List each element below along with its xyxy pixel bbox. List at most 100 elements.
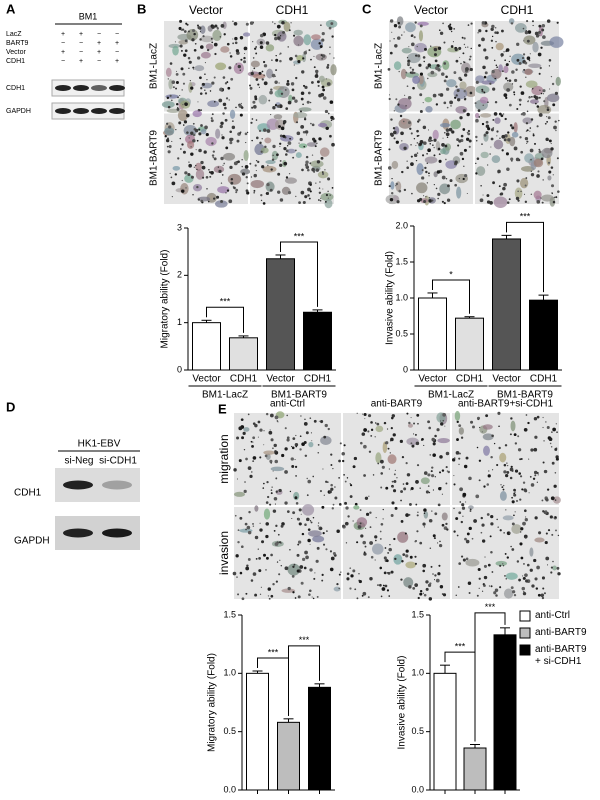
pore-speck	[292, 437, 296, 441]
significance-bracket	[474, 612, 506, 742]
pore-speck	[519, 475, 523, 478]
pore-speck	[308, 593, 311, 596]
pore-speck	[498, 446, 501, 450]
pore-speck	[224, 82, 228, 85]
pore-speck	[530, 158, 532, 161]
pore-speck	[330, 556, 335, 561]
pore-speck	[474, 102, 477, 105]
pore-speck	[388, 148, 391, 151]
pore-speck	[270, 553, 273, 557]
pore-speck	[550, 184, 555, 188]
pore-speck	[283, 147, 287, 151]
pore-speck	[500, 192, 504, 196]
pore-speck	[462, 492, 467, 497]
pore-speck	[546, 426, 550, 430]
pore-speck	[470, 22, 473, 25]
pore-speck	[533, 470, 538, 475]
pore-speck	[511, 70, 515, 74]
pore-speck	[448, 127, 453, 132]
pore-speck	[493, 112, 498, 116]
pore-speck	[505, 63, 509, 67]
pore-speck	[185, 187, 187, 189]
pore-speck	[313, 419, 317, 423]
pore-speck	[437, 572, 441, 576]
pore-speck	[535, 102, 537, 105]
pore-speck	[490, 146, 492, 148]
pore-speck	[441, 469, 445, 472]
pore-speck	[551, 533, 554, 536]
pore-speck	[188, 60, 192, 64]
pore-speck	[304, 117, 307, 120]
pore-speck	[274, 459, 279, 464]
y-tick-label: 0.0	[223, 784, 236, 794]
pore-speck	[255, 46, 257, 48]
pore-speck	[232, 38, 234, 40]
pore-speck	[550, 571, 553, 574]
pore-speck	[478, 116, 481, 118]
pore-speck	[543, 469, 548, 474]
pore-speck	[464, 73, 468, 77]
pore-speck	[380, 486, 383, 489]
pore-speck	[250, 440, 253, 443]
pore-speck	[196, 139, 199, 142]
pore-speck	[552, 560, 554, 563]
pore-speck	[437, 46, 442, 50]
cell-blob	[416, 182, 428, 194]
pore-speck	[549, 515, 553, 519]
cell-blob	[405, 22, 416, 33]
pore-speck	[326, 530, 328, 532]
pore-speck	[541, 28, 545, 32]
pore-speck	[417, 596, 420, 600]
pore-speck	[329, 134, 332, 138]
pore-speck	[475, 139, 478, 142]
pore-speck	[423, 195, 425, 197]
pore-speck	[557, 190, 560, 193]
pore-speck	[463, 37, 466, 40]
pore-speck	[393, 137, 396, 140]
pore-speck	[250, 71, 254, 76]
cell-blob	[308, 441, 314, 448]
cell-blob	[265, 160, 276, 165]
pore-speck	[533, 447, 538, 452]
pore-speck	[546, 564, 549, 566]
pore-speck	[175, 129, 177, 131]
pore-speck	[465, 67, 469, 71]
pore-speck	[209, 90, 212, 92]
pore-speck	[192, 122, 195, 125]
cell-blob	[400, 68, 407, 80]
pore-speck	[321, 505, 325, 509]
pore-speck	[425, 580, 429, 584]
pore-speck	[505, 48, 510, 52]
pore-speck	[192, 66, 195, 69]
pore-speck	[459, 151, 464, 156]
pore-speck	[390, 514, 394, 518]
pore-speck	[470, 47, 472, 50]
pore-speck	[516, 58, 520, 62]
pore-speck	[298, 142, 300, 144]
pore-speck	[416, 129, 419, 133]
pore-speck	[202, 35, 205, 38]
pore-speck	[444, 425, 446, 427]
pore-speck	[209, 175, 212, 178]
pore-speck	[467, 581, 472, 585]
cell-blob	[541, 147, 553, 159]
pore-speck	[365, 512, 370, 516]
pore-speck	[519, 85, 522, 88]
pore-speck	[301, 532, 305, 536]
cell-blob	[481, 80, 495, 85]
pore-speck	[400, 34, 403, 36]
pore-speck	[402, 120, 405, 123]
cell-blob	[403, 577, 414, 588]
pore-speck	[537, 170, 540, 173]
sign: +	[97, 40, 101, 47]
blot-band	[73, 108, 89, 114]
pore-speck	[271, 59, 273, 61]
pore-speck	[459, 56, 461, 58]
pore-speck	[461, 503, 465, 507]
cell-blob	[207, 100, 220, 108]
pore-speck	[524, 61, 528, 65]
pore-speck	[252, 441, 254, 443]
pore-speck	[213, 42, 218, 47]
pore-speck	[253, 189, 256, 192]
cell-blob	[525, 80, 538, 88]
